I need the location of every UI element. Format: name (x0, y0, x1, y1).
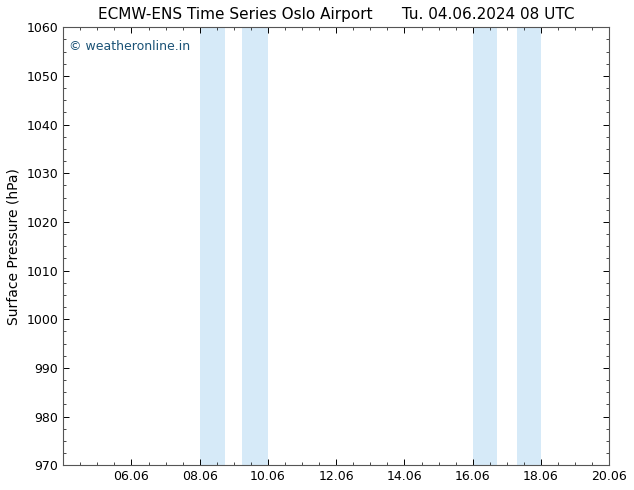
Y-axis label: Surface Pressure (hPa): Surface Pressure (hPa) (7, 168, 21, 325)
Bar (473, 27, 496, 465)
Text: © weatheronline.in: © weatheronline.in (68, 40, 190, 53)
Bar (242, 27, 268, 465)
Bar (517, 27, 541, 465)
Bar (200, 27, 225, 465)
Title: ECMW-ENS Time Series Oslo Airport      Tu. 04.06.2024 08 UTC: ECMW-ENS Time Series Oslo Airport Tu. 04… (98, 7, 574, 22)
